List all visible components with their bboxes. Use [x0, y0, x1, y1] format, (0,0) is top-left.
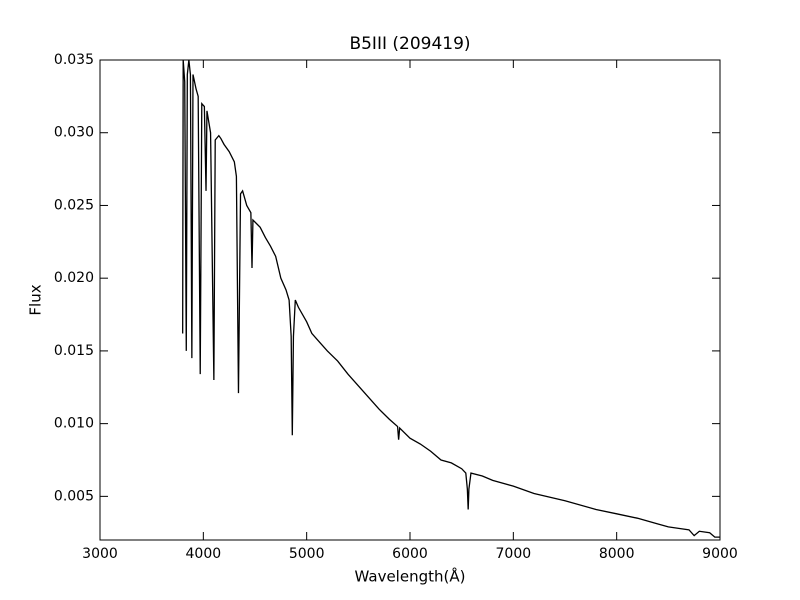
chart-title: B5III (209419)	[349, 34, 470, 54]
x-tick-label: 8000	[599, 546, 635, 562]
y-tick-label: 0.035	[54, 52, 94, 68]
y-tick-label: 0.010	[54, 416, 94, 432]
y-tick-label: 0.015	[54, 343, 94, 359]
y-tick-label: 0.025	[54, 197, 94, 213]
x-tick-label: 7000	[496, 546, 532, 562]
x-tick-label: 9000	[702, 546, 738, 562]
x-tick-label: 6000	[392, 546, 428, 562]
x-axis-label: Wavelength(Å)	[355, 567, 466, 586]
x-tick-label: 5000	[289, 546, 325, 562]
spectrum-line	[182, 60, 720, 538]
y-axis-label: Flux	[27, 284, 45, 315]
y-tick-label: 0.030	[54, 125, 94, 141]
y-tick-label: 0.005	[54, 488, 94, 504]
x-tick-label: 3000	[82, 546, 118, 562]
x-tick-label: 4000	[186, 546, 222, 562]
y-tick-label: 0.020	[54, 270, 94, 286]
